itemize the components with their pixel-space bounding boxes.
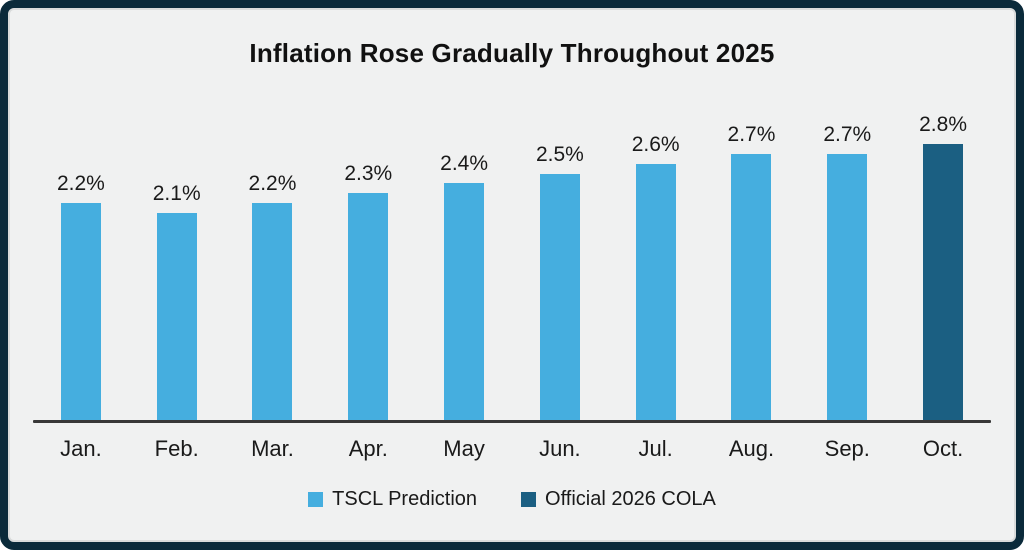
x-axis-tick-label: Jun.	[539, 436, 581, 461]
x-axis-line	[33, 420, 991, 423]
bar	[923, 144, 964, 420]
bar-value-label: 2.7%	[727, 123, 776, 146]
bar-value-label: 2.5%	[535, 143, 584, 166]
x-axis-tick-label: May	[443, 436, 485, 461]
bar	[635, 164, 676, 420]
x-axis-tick-label: Jan.	[60, 436, 102, 461]
x-axis-tick-label: Apr.	[348, 436, 388, 461]
bar	[731, 154, 772, 420]
bar	[60, 203, 101, 420]
bar-value-label: 2.7%	[823, 123, 872, 146]
bar-column: 2.5%	[512, 101, 608, 420]
bar-column: 2.2%	[33, 101, 129, 420]
x-axis-tick-label: Jul.	[638, 436, 673, 461]
bar-value-label: 2.1%	[152, 182, 201, 205]
bar	[348, 193, 389, 420]
bar	[252, 203, 293, 420]
bar	[827, 154, 868, 420]
bar-column: 2.2%	[225, 101, 321, 420]
bar-value-label: 2.8%	[919, 113, 967, 136]
x-axis-tick-label: Feb.	[154, 436, 199, 461]
bar-value-label: 2.6%	[631, 133, 680, 156]
x-axis-tick-label: Mar.	[251, 436, 294, 461]
bars-container: 2.2% 2.1% 2.2% 2.3% 2.4% 2.5% 2.6% 2.7% 2.7% 2.8%	[33, 101, 991, 420]
chart-title: Inflation Rose Gradually Throughout 2025	[249, 38, 775, 68]
bar-column: 2.1%	[129, 101, 225, 420]
legend: TSCL Prediction Official 2026 COLA	[8, 488, 1016, 511]
x-axis-tick-label: Oct.	[922, 436, 964, 461]
legend-label: TSCL Prediction	[332, 488, 478, 510]
x-axis-labels: Jan. Feb. Mar. Apr. May Jun. Jul. Aug. Sep. Oct.	[33, 423, 991, 462]
bar-value-label: 2.2%	[56, 172, 105, 195]
legend-swatch-icon	[521, 492, 537, 507]
legend-item: TSCL Prediction	[308, 488, 477, 511]
x-axis-tick-label: Sep.	[824, 436, 870, 461]
bar-value-label: 2.3%	[344, 162, 393, 185]
bar	[156, 213, 197, 420]
bar	[444, 183, 485, 420]
bar-column: 2.7%	[704, 101, 800, 420]
x-axis-tick-label: Aug.	[728, 436, 775, 461]
legend-label: Official 2026 COLA	[545, 488, 716, 510]
bar-column: 2.4%	[416, 101, 512, 420]
bar	[539, 174, 580, 420]
bar-column: 2.6%	[608, 101, 704, 420]
bar-column: 2.3%	[320, 101, 416, 420]
plot-area: 2.2% 2.1% 2.2% 2.3% 2.4% 2.5% 2.6% 2.7% 2.7% 2.8%…	[33, 101, 991, 462]
bar-value-label: 2.4%	[440, 152, 489, 175]
bar-column: 2.8%	[895, 101, 991, 420]
bar-column: 2.7%	[799, 101, 895, 420]
bar-value-label: 2.2%	[248, 172, 297, 195]
legend-swatch-icon	[308, 492, 324, 507]
legend-item: Official 2026 COLA	[521, 488, 716, 511]
